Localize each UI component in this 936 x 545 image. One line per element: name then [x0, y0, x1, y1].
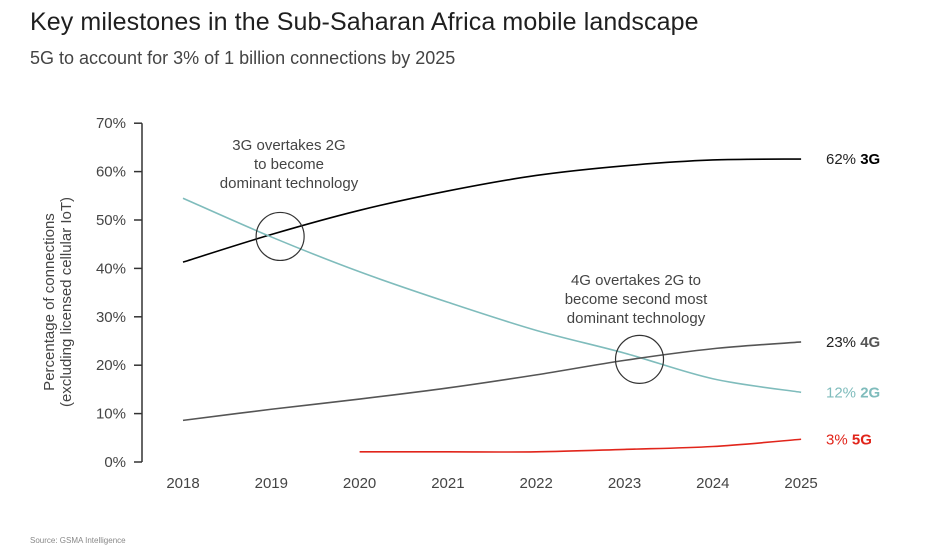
chart-title: Key milestones in the Sub-Saharan Africa…: [30, 8, 699, 36]
y-tick-label: 0%: [104, 454, 126, 471]
end-label-4g: 23% 4G: [826, 334, 880, 351]
end-label-pct-4g: 23%: [826, 334, 860, 351]
x-tick-label: 2025: [784, 475, 817, 492]
y-tick-label: 70%: [96, 115, 126, 132]
end-label-name-3g: 3G: [860, 151, 880, 168]
end-label-pct-2g: 12%: [826, 384, 860, 401]
end-label-pct-3g: 62%: [826, 151, 860, 168]
y-tick-label: 20%: [96, 357, 126, 374]
end-label-name-5g: 5G: [852, 431, 872, 448]
annotation-text: dominant technology: [567, 310, 706, 327]
end-label-name-4g: 4G: [860, 334, 880, 351]
annotation-text: 4G overtakes 2G to: [571, 272, 701, 289]
y-axis-label: Percentage of connections (excluding lic…: [41, 197, 75, 407]
x-tick-label: 2022: [520, 475, 553, 492]
x-tick-label: 2021: [431, 475, 464, 492]
y-tick-label: 40%: [96, 260, 126, 277]
end-label-pct-5g: 3%: [826, 431, 852, 448]
end-label-name-2g: 2G: [860, 384, 880, 401]
y-tick-label: 50%: [96, 212, 126, 229]
y-axis-label-line1: Percentage of connections: [41, 213, 58, 391]
y-tick-label: 30%: [96, 309, 126, 326]
series-line-2g: [182, 197, 802, 394]
annotation-circle: [255, 211, 305, 262]
end-label-2g: 12% 2G: [826, 384, 880, 401]
x-tick-label: 2019: [255, 475, 288, 492]
annotation-text: become second most: [565, 291, 708, 308]
y-tick-label: 10%: [96, 406, 126, 423]
x-tick-label: 2023: [608, 475, 641, 492]
end-label-5g: 3% 5G: [826, 431, 872, 448]
annotation-text: 3G overtakes 2G: [232, 137, 345, 154]
annotation-circle: [614, 334, 665, 384]
chart-subtitle: 5G to account for 3% of 1 billion connec…: [30, 48, 456, 68]
source-note: Source: GSMA Intelligence: [30, 536, 126, 545]
y-axis-label-line2: (excluding licensed cellular IoT): [58, 197, 75, 407]
annotation-text: dominant technology: [220, 175, 359, 192]
annotation-text: to become: [254, 156, 324, 173]
end-label-3g: 62% 3G: [826, 151, 880, 168]
series-line-4g: [182, 341, 802, 422]
x-tick-label: 2024: [696, 475, 729, 492]
x-tick-label: 2018: [166, 475, 199, 492]
y-tick-label: 60%: [96, 164, 126, 181]
x-tick-label: 2020: [343, 475, 376, 492]
series-line-5g: [359, 438, 802, 453]
series-line-3g: [182, 158, 802, 263]
